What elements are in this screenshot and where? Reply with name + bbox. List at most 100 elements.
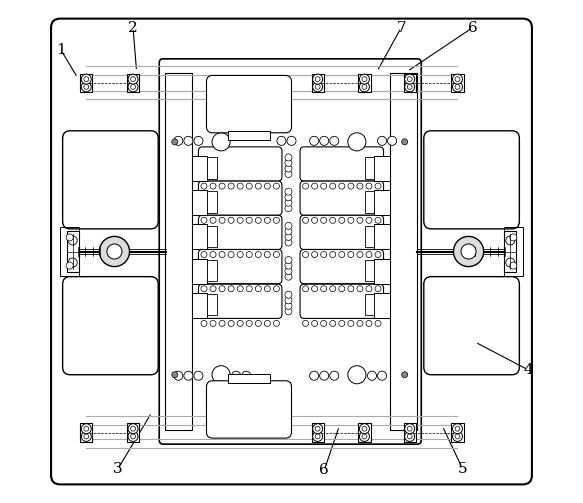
Circle shape: [366, 252, 372, 258]
Circle shape: [362, 434, 367, 439]
FancyBboxPatch shape: [159, 59, 422, 444]
Circle shape: [99, 236, 129, 267]
Circle shape: [107, 244, 122, 259]
Bar: [208, 260, 216, 281]
Circle shape: [348, 320, 354, 326]
FancyBboxPatch shape: [206, 75, 292, 133]
Circle shape: [285, 273, 292, 280]
Circle shape: [312, 424, 322, 434]
Bar: [192, 156, 208, 181]
Circle shape: [201, 320, 207, 326]
Circle shape: [237, 286, 243, 292]
Bar: [403, 73, 416, 93]
Circle shape: [84, 76, 89, 81]
Circle shape: [81, 432, 92, 442]
Circle shape: [452, 424, 462, 434]
Circle shape: [172, 372, 178, 378]
Circle shape: [277, 136, 286, 145]
FancyBboxPatch shape: [198, 215, 282, 249]
Circle shape: [303, 320, 308, 326]
Circle shape: [402, 372, 408, 378]
Circle shape: [210, 183, 216, 189]
Circle shape: [375, 183, 381, 189]
Bar: [366, 260, 374, 281]
Circle shape: [367, 371, 377, 380]
Circle shape: [357, 286, 363, 292]
Circle shape: [310, 136, 319, 145]
Circle shape: [375, 320, 381, 326]
Circle shape: [184, 136, 193, 145]
Bar: [504, 231, 517, 272]
Circle shape: [357, 320, 363, 326]
Circle shape: [255, 286, 261, 292]
Circle shape: [285, 268, 292, 275]
Circle shape: [357, 183, 363, 189]
Bar: [389, 73, 417, 430]
Circle shape: [131, 434, 135, 439]
Bar: [127, 423, 139, 442]
Circle shape: [285, 239, 292, 246]
Bar: [311, 423, 324, 442]
Circle shape: [319, 371, 329, 380]
Circle shape: [285, 188, 292, 195]
Circle shape: [312, 82, 322, 92]
Circle shape: [219, 320, 225, 326]
Text: 6: 6: [319, 463, 329, 477]
Bar: [227, 131, 271, 140]
Circle shape: [348, 183, 354, 189]
Circle shape: [366, 286, 372, 292]
Circle shape: [285, 154, 292, 161]
Circle shape: [174, 371, 183, 380]
Circle shape: [452, 82, 462, 92]
Text: 3: 3: [113, 462, 123, 476]
Circle shape: [128, 74, 138, 84]
Circle shape: [348, 252, 354, 258]
Circle shape: [287, 136, 296, 145]
Circle shape: [510, 262, 517, 269]
Bar: [311, 73, 324, 93]
Circle shape: [246, 183, 252, 189]
Circle shape: [402, 139, 408, 145]
Circle shape: [242, 371, 251, 380]
Bar: [374, 224, 389, 249]
Circle shape: [131, 76, 135, 81]
Circle shape: [362, 426, 367, 431]
Circle shape: [357, 217, 363, 223]
Circle shape: [285, 291, 292, 298]
Bar: [66, 231, 79, 272]
Circle shape: [174, 136, 183, 145]
FancyBboxPatch shape: [51, 19, 532, 484]
Circle shape: [285, 194, 292, 201]
Circle shape: [210, 217, 216, 223]
Circle shape: [339, 320, 345, 326]
Circle shape: [312, 252, 318, 258]
FancyBboxPatch shape: [424, 131, 519, 229]
Circle shape: [330, 286, 336, 292]
FancyBboxPatch shape: [206, 381, 292, 438]
Circle shape: [285, 302, 292, 309]
Circle shape: [339, 183, 345, 189]
Circle shape: [360, 424, 370, 434]
Bar: [209, 78, 289, 131]
Circle shape: [357, 252, 363, 258]
FancyBboxPatch shape: [424, 277, 519, 375]
Bar: [366, 157, 374, 179]
Bar: [60, 227, 79, 276]
Bar: [504, 227, 523, 276]
Bar: [451, 423, 463, 442]
Circle shape: [285, 262, 292, 269]
Circle shape: [210, 252, 216, 258]
Circle shape: [315, 85, 320, 90]
Circle shape: [348, 366, 366, 384]
Bar: [80, 73, 92, 93]
Circle shape: [255, 217, 261, 223]
Bar: [374, 293, 389, 318]
Circle shape: [201, 217, 207, 223]
Bar: [374, 190, 389, 215]
Circle shape: [378, 136, 387, 145]
Circle shape: [81, 82, 92, 92]
Circle shape: [321, 217, 326, 223]
Circle shape: [339, 217, 345, 223]
Circle shape: [303, 183, 308, 189]
Circle shape: [285, 205, 292, 212]
